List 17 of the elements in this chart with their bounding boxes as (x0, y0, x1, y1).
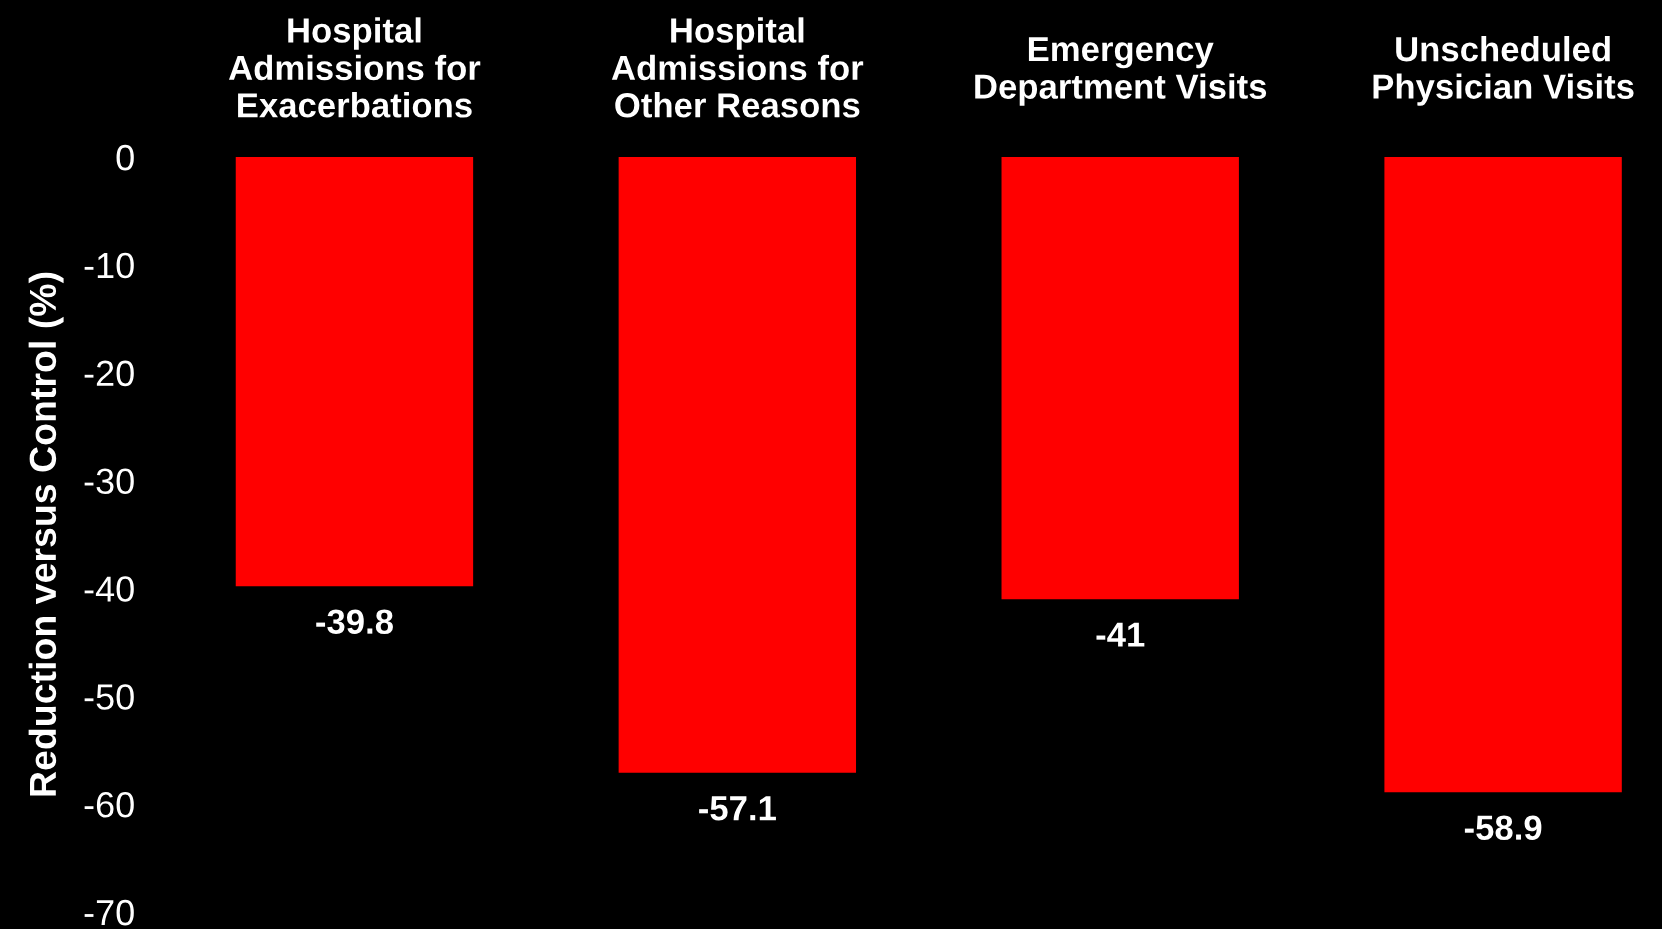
data-label: -41 (1096, 622, 1145, 647)
y-tick-label: 0 (116, 144, 134, 171)
y-tick-label: -10 (84, 252, 134, 279)
x-tick-label: Emergency Department Visits (975, 37, 1267, 106)
y-tick-label: -30 (84, 468, 134, 495)
y-tick-label: -20 (84, 360, 134, 387)
data-label: -58.9 (1464, 815, 1542, 841)
x-tick-label: Hospital Admissions for Other Reasons (611, 17, 864, 118)
y-tick-label: -50 (84, 684, 134, 710)
data-label: -39.8 (316, 609, 393, 635)
x-tick-label: Hospital Admissions for Exacerbations (228, 17, 481, 118)
y-tick-label: -60 (84, 792, 134, 818)
y-tick-label: -40 (84, 576, 134, 602)
y-axis-title: Reduction versus Control (%) (28, 272, 64, 796)
data-label: -57.1 (699, 796, 776, 821)
x-tick-label: Unscheduled Physician Visits (1373, 36, 1634, 106)
y-tick-label: -70 (84, 899, 134, 926)
